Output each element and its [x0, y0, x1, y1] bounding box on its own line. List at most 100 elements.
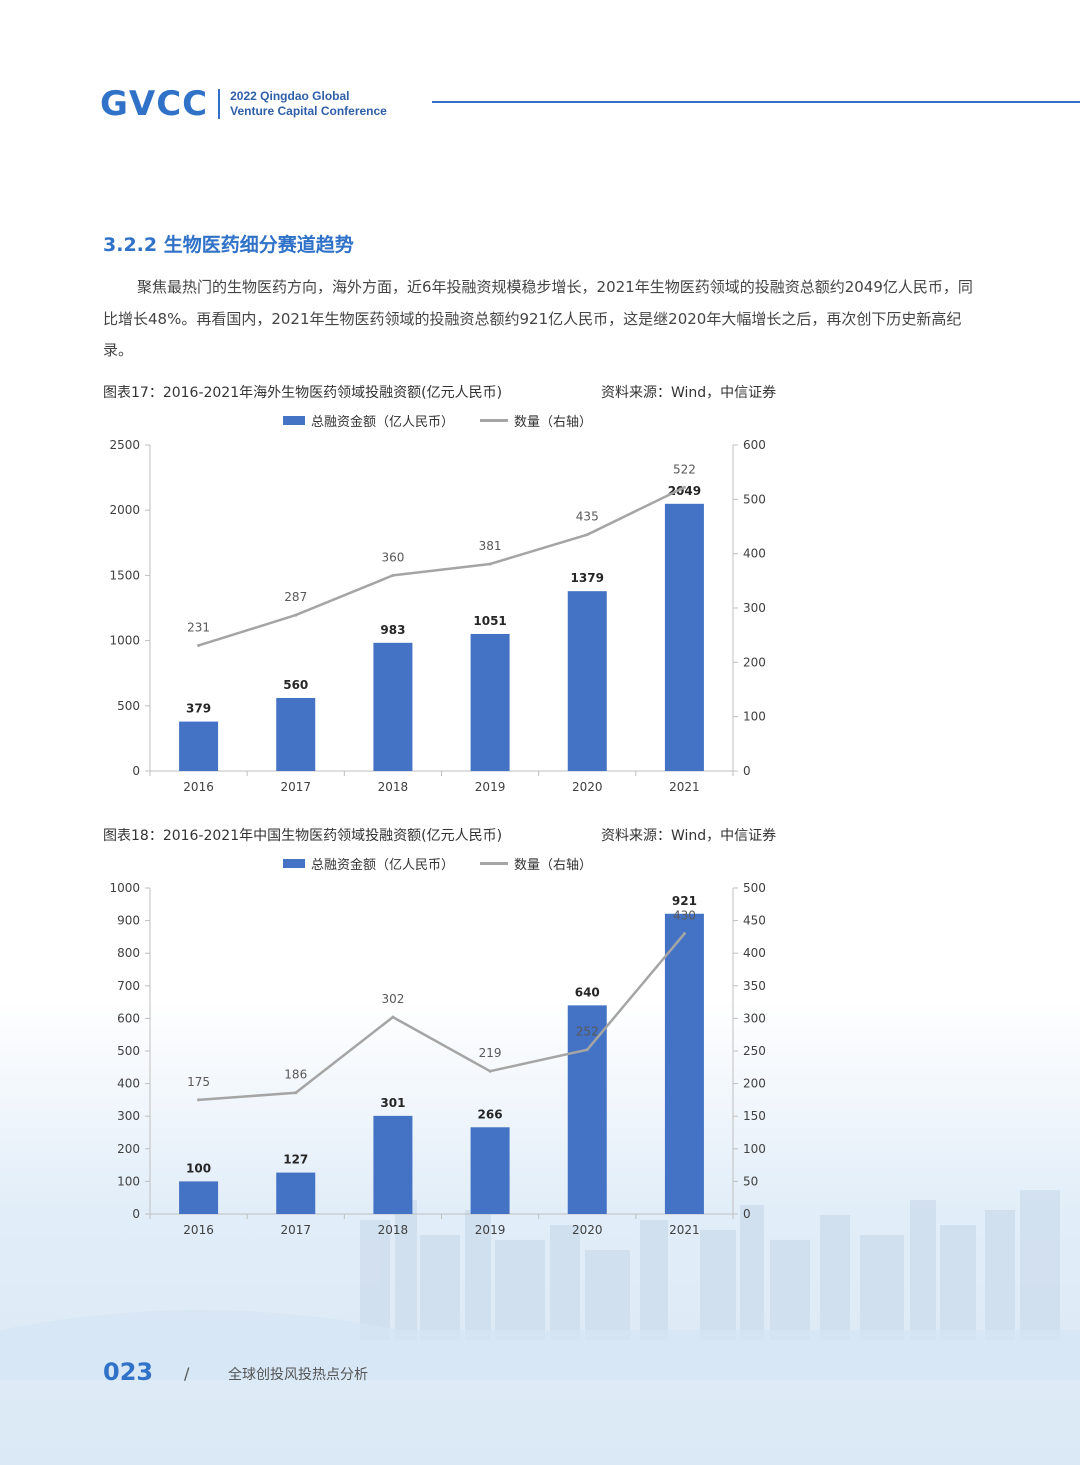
city-skyline-illustration: [0, 1190, 1080, 1380]
legend-line-swatch: [480, 419, 509, 422]
line-series: [198, 932, 686, 1102]
figure-17-legend: 总融资金额（亿人民币） 数量（右轴）: [283, 411, 592, 430]
line-series: [198, 486, 685, 647]
x-tick-label: 2020: [572, 1223, 603, 1237]
background-fade: [0, 1000, 1080, 1465]
line-point: [488, 562, 492, 566]
y-tick-label-right: 400: [743, 547, 766, 561]
line-point: [488, 1069, 492, 1073]
line-point: [294, 1091, 298, 1095]
conference-logo: GVCC 2022 Qingdao Global Venture Capital…: [100, 84, 387, 124]
line-value-label: 186: [284, 1068, 307, 1082]
y-tick-label-left: 2000: [109, 503, 140, 517]
x-tick-label: 2020: [572, 780, 603, 794]
bar: [373, 1115, 413, 1214]
bar: [276, 1172, 316, 1214]
figure-17-source: 资料来源：Wind，中信证券: [601, 385, 777, 401]
y-tick-label-left: 900: [117, 914, 140, 928]
page-number: 023: [103, 1358, 154, 1386]
bar-value-label: 127: [283, 1153, 308, 1167]
y-tick-label-left: 800: [117, 946, 140, 960]
figure-18-chart: 0 100 200 300 400 500 600 700 800 900 1000 0 50 100 15…: [109, 881, 766, 1237]
x-tick-label: 2017: [280, 780, 311, 794]
line-point: [197, 1098, 201, 1102]
y-tick-label-left: 700: [117, 979, 140, 993]
bar-value-label: 560: [283, 678, 308, 692]
y-tick-label-left: 0: [132, 1207, 140, 1221]
x-tick-label: 2016: [183, 780, 214, 794]
bar-value-label: 100: [186, 1161, 211, 1175]
x-tick-label: 2017: [280, 1223, 311, 1237]
x-tick-label: 2021: [669, 780, 700, 794]
bar-value-label: 640: [575, 985, 600, 999]
legend-bar-label: 总融资金额（亿人民币）: [311, 415, 455, 430]
line-value-label: 287: [284, 590, 307, 604]
y-tick-label-right: 500: [743, 492, 766, 506]
figure-17-chart: 0 500 1000 1500 2000 2500 0 100 200 300 400 500 600 3…: [109, 438, 766, 794]
footer-title: 全球创投风投热点分析: [228, 1367, 368, 1383]
y-tick-label-right: 100: [743, 1142, 766, 1156]
y-tick-label-left: 500: [117, 699, 140, 713]
line-point: [391, 573, 395, 577]
y-tick-label-left: 1000: [109, 634, 140, 648]
legend-bar-label: 总融资金额（亿人民币）: [311, 858, 455, 873]
line-value-label: 430: [673, 909, 696, 923]
x-tick-label: 2018: [378, 1223, 409, 1237]
logo-divider: [218, 89, 221, 119]
logo-caption-line2: Venture Capital Conference: [230, 104, 387, 118]
bar: [664, 503, 704, 771]
line-point: [197, 643, 201, 647]
line-value-label: 435: [576, 510, 599, 524]
y-tick-label-left: 300: [117, 1109, 140, 1123]
line-point: [585, 533, 589, 537]
line-point: [391, 1015, 395, 1019]
figure-18-source: 资料来源：Wind，中信证券: [601, 828, 777, 844]
y-tick-label-right: 250: [743, 1044, 766, 1058]
y-tick-label-right: 0: [743, 1207, 751, 1221]
x-tick-label: 2018: [378, 780, 409, 794]
bar: [470, 633, 510, 771]
bar-value-label: 266: [478, 1107, 503, 1121]
logo-caption: 2022 Qingdao Global Venture Capital Conf…: [230, 89, 387, 119]
y-tick-label-right: 500: [743, 881, 766, 895]
footer-separator: /: [184, 1364, 190, 1383]
line-value-label: 175: [187, 1075, 210, 1089]
bar: [373, 642, 413, 771]
logo-wordmark: GVCC: [100, 84, 209, 124]
bar-value-label: 301: [380, 1096, 405, 1110]
y-tick-label-right: 50: [743, 1174, 758, 1188]
bar: [470, 1127, 510, 1214]
figure-17-caption: 图表17：2016-2021年海外生物医药领域投融资额(亿元人民币): [103, 385, 503, 401]
y-tick-label-right: 0: [743, 764, 751, 778]
logo-caption-line1: 2022 Qingdao Global: [230, 89, 350, 103]
bar-value-label: 379: [186, 702, 211, 716]
x-tick-label: 2019: [475, 1223, 506, 1237]
y-tick-label-right: 100: [743, 710, 766, 724]
bar-value-label: 1379: [571, 571, 604, 585]
y-tick-label-left: 100: [117, 1174, 140, 1188]
y-tick-label-left: 0: [132, 764, 140, 778]
y-tick-label-right: 600: [743, 438, 766, 452]
legend-bar-swatch: [283, 416, 305, 425]
line-value-label: 302: [381, 992, 404, 1006]
line-point: [682, 485, 686, 489]
y-tick-label-right: 150: [743, 1109, 766, 1123]
x-tick-label: 2021: [669, 1223, 700, 1237]
bar: [179, 721, 219, 771]
bar: [664, 913, 704, 1214]
bar-value-label: 983: [380, 623, 405, 637]
y-tick-label-left: 500: [117, 1044, 140, 1058]
y-tick-label-right: 300: [743, 1011, 766, 1025]
bar: [276, 697, 316, 771]
header-divider: [432, 101, 1080, 103]
y-tick-label-left: 1500: [109, 568, 140, 582]
legend-bar-swatch: [283, 859, 305, 868]
bar: [179, 1181, 219, 1214]
bar-value-label: 921: [672, 894, 697, 908]
x-tick-label: 2019: [475, 780, 506, 794]
line-point: [585, 1048, 589, 1052]
line-value-label: 360: [381, 550, 404, 564]
figure-18-caption: 图表18：2016-2021年中国生物医药领域投融资额(亿元人民币): [103, 828, 503, 844]
y-tick-label-left: 600: [117, 1011, 140, 1025]
line-value-label: 231: [187, 620, 210, 634]
